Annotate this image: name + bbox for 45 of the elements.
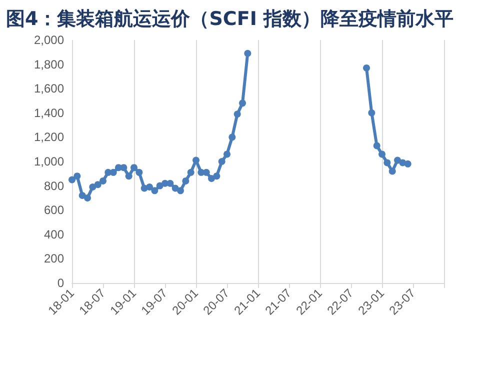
- point: [130, 164, 138, 172]
- point: [146, 184, 153, 191]
- point: [89, 184, 96, 191]
- point: [177, 187, 184, 194]
- point: [368, 109, 376, 116]
- point: [187, 168, 194, 176]
- y-tick-label: 1,000: [34, 154, 64, 168]
- point: [100, 177, 106, 184]
- y-tick-label: 0: [57, 276, 64, 290]
- point: [363, 64, 370, 72]
- y-tick-label: 200: [44, 252, 64, 266]
- point: [192, 156, 200, 164]
- point: [224, 150, 230, 158]
- point: [74, 172, 81, 180]
- y-tick-label: 1,600: [34, 82, 64, 96]
- point: [218, 158, 226, 165]
- y-tick-label: 1,200: [34, 130, 64, 144]
- point: [244, 50, 252, 57]
- point: [94, 181, 102, 188]
- point: [120, 164, 128, 172]
- point: [84, 194, 91, 202]
- point: [234, 110, 241, 118]
- y-tick-label: 400: [44, 227, 64, 242]
- chart-title: 图4：集装箱航运运价（SCFI 指数）降至疫情前水平: [5, 7, 455, 30]
- point: [373, 142, 380, 150]
- point: [384, 159, 391, 166]
- y-tick-label: 800: [44, 178, 64, 193]
- y-tick-label: 1,400: [34, 106, 64, 120]
- y-tick-label: 1,800: [34, 57, 64, 72]
- point: [202, 168, 210, 176]
- point: [68, 176, 76, 184]
- point: [151, 187, 158, 194]
- point: [125, 172, 132, 180]
- point: [136, 168, 143, 176]
- point: [182, 177, 190, 184]
- point: [228, 134, 236, 141]
- point: [110, 168, 117, 176]
- point: [166, 180, 174, 187]
- y-tick-label: 600: [44, 203, 64, 218]
- point: [378, 150, 386, 158]
- point: [388, 168, 396, 175]
- point: [213, 172, 220, 180]
- point: [404, 160, 412, 168]
- y-tick-label: 2,000: [34, 33, 64, 47]
- point: [239, 100, 246, 107]
